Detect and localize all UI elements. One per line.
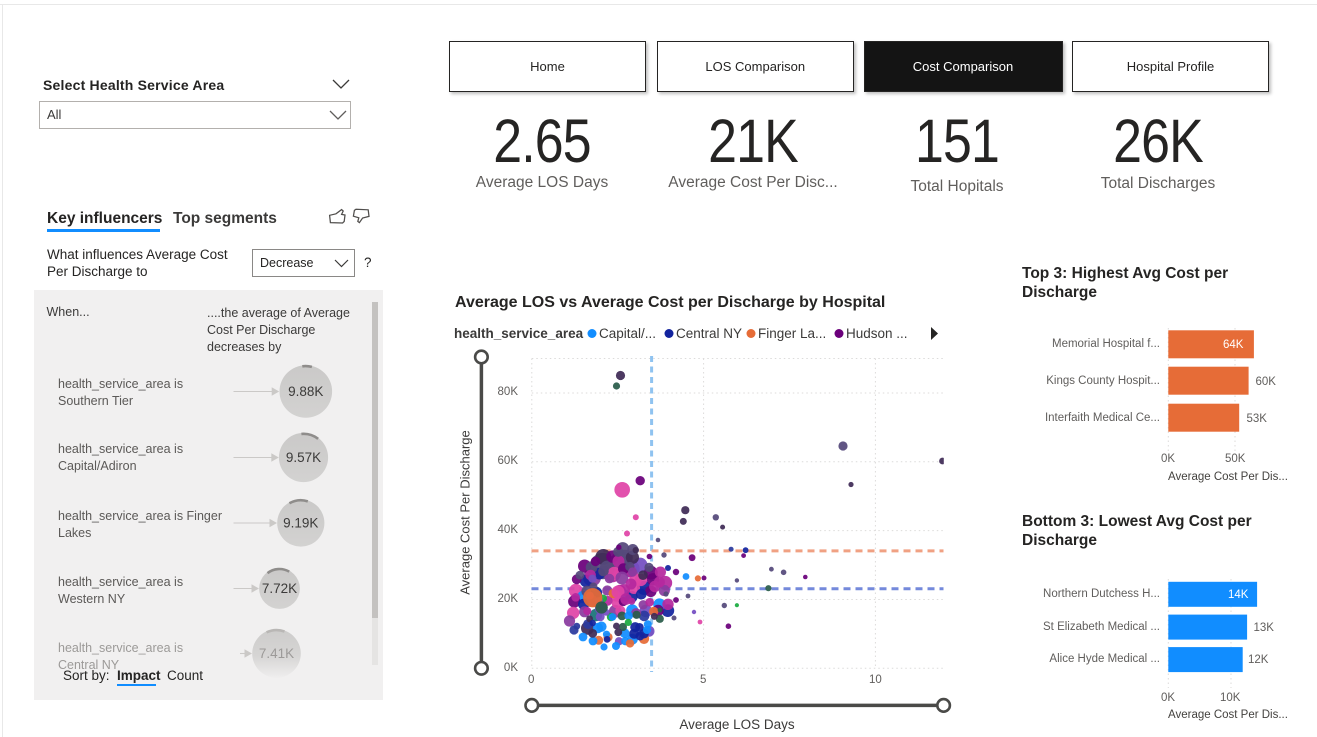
svg-text:9.19K: 9.19K — [283, 516, 318, 531]
svg-text:7.72K: 7.72K — [262, 581, 297, 596]
svg-text:9.57K: 9.57K — [286, 450, 321, 465]
svg-text:9.88K: 9.88K — [288, 384, 323, 399]
svg-text:7.41K: 7.41K — [259, 646, 294, 661]
